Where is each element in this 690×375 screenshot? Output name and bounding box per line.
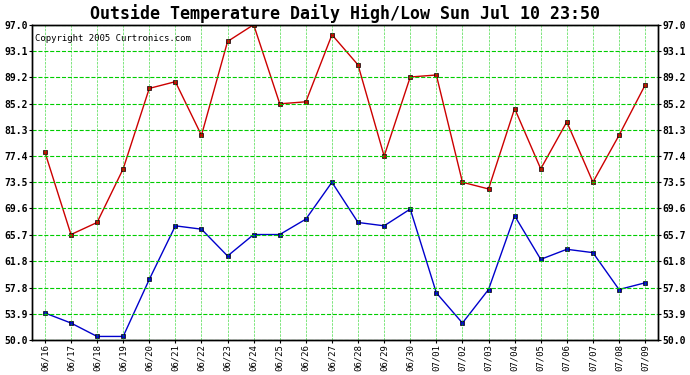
Text: Copyright 2005 Curtronics.com: Copyright 2005 Curtronics.com (35, 34, 191, 43)
Title: Outside Temperature Daily High/Low Sun Jul 10 23:50: Outside Temperature Daily High/Low Sun J… (90, 4, 600, 23)
